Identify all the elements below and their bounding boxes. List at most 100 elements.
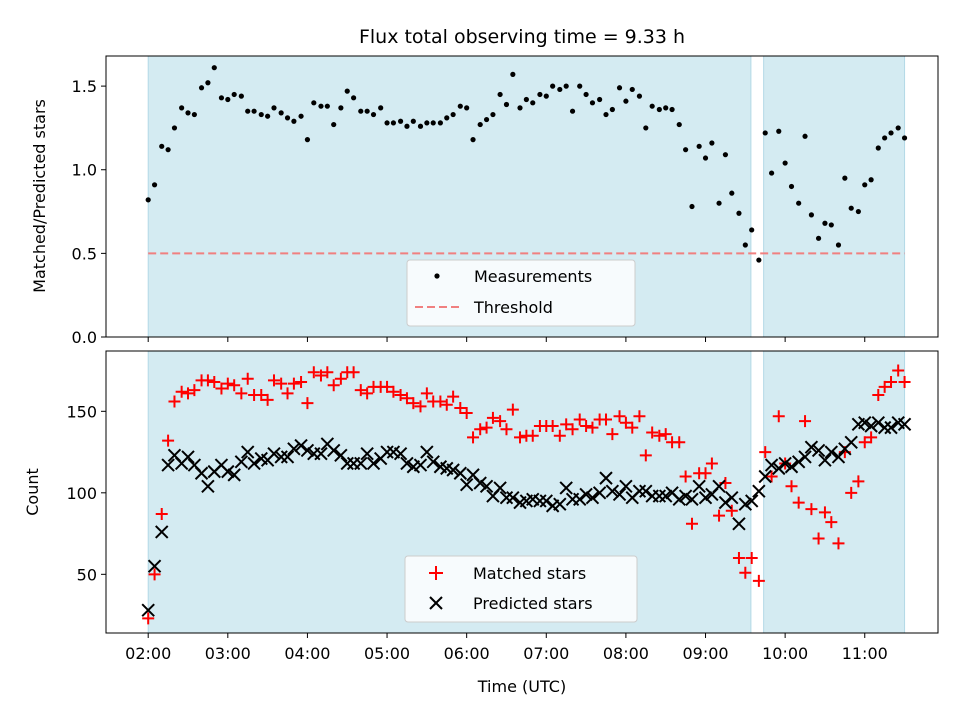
predicted-star-point [824, 445, 839, 459]
matched-star-point [148, 568, 161, 581]
predicted-star-point [354, 456, 368, 471]
measurement-point [497, 91, 503, 98]
measurement-point [530, 100, 536, 106]
chart-title: Flux total observing time = 9.33 h [359, 26, 685, 48]
matched-star-point [599, 413, 612, 426]
x-tick-label: 07:00 [523, 644, 569, 663]
predicted-star-point [326, 443, 341, 458]
matched-star-point [208, 375, 221, 388]
predicted-star-point [280, 450, 295, 464]
measurement-point [245, 108, 251, 114]
matched-star-point [241, 372, 254, 385]
bottom-legend-box [404, 555, 638, 623]
top-y-tick-label: 1.0 [72, 161, 97, 180]
matched-star-point [626, 421, 639, 434]
bottom-y-ticks: 50 100 150 [66, 402, 106, 584]
matched-star-point [892, 364, 905, 377]
matched-star-point [361, 387, 374, 400]
predicted-star-point [678, 489, 693, 503]
measurement-point [796, 200, 802, 206]
predicted-star-point [685, 492, 699, 507]
matched-star-point [858, 436, 871, 449]
predicted-star-point [147, 559, 162, 573]
measurement-point [776, 128, 782, 134]
matched-star-point [739, 566, 752, 579]
matched-star-point [261, 393, 274, 406]
matched-star-point [586, 421, 599, 434]
predicted-star-point [479, 479, 494, 494]
top-y-tick-label: 0.0 [72, 328, 97, 347]
top-y-ticks: 0.0 0.5 1.0 1.5 [72, 77, 106, 347]
bottom-x-ticks: 02:00 03:00 04:00 05:00 06:00 07:00 08:00 09:00… [125, 633, 888, 663]
predicted-star-point [858, 416, 872, 430]
predicted-star-point [884, 420, 898, 435]
predicted-star-point [752, 484, 766, 498]
matched-star-point [526, 429, 539, 442]
matched-star-point [799, 415, 812, 428]
matched-star-point [142, 612, 155, 625]
measurement-point [895, 125, 901, 131]
measurement-point [324, 103, 330, 109]
matched-star-point [420, 387, 433, 400]
measurement-point [338, 105, 344, 111]
measurement-point [749, 227, 755, 233]
measurement-point [742, 242, 748, 248]
predicted-star-point [446, 463, 460, 477]
bottom-plot-frame [105, 350, 939, 634]
matched-star-point [480, 421, 493, 434]
matched-star-point [725, 504, 738, 517]
predicted-star-point [573, 492, 587, 507]
measurement-point [577, 83, 583, 89]
matched-star-point [347, 366, 360, 379]
matched-star-point [699, 467, 712, 480]
measurement-point [258, 111, 264, 118]
measurement-point [882, 135, 888, 141]
legend-matched-marker [429, 566, 443, 580]
predicted-star-point [241, 445, 255, 459]
measurement-point [616, 85, 623, 91]
matched-star-point [878, 380, 891, 393]
measurement-point [225, 96, 231, 103]
predicted-star-point [287, 442, 301, 456]
matched-star-point [732, 552, 745, 565]
measurement-point [370, 111, 377, 118]
matched-star-point [653, 429, 666, 442]
matched-star-point [414, 400, 427, 413]
predicted-star-point [314, 446, 328, 461]
predicted-star-point [738, 497, 753, 511]
matched-star-point [381, 380, 394, 393]
measurement-point [410, 118, 416, 124]
matched-star-point [553, 429, 566, 442]
measurement-point [563, 83, 569, 89]
matched-star-point [494, 415, 507, 428]
measurement-point [470, 137, 476, 143]
measurement-point [835, 242, 842, 248]
matched-star-point [155, 508, 168, 521]
legend-measurements-label: Measurements [474, 267, 592, 286]
measurement-point [424, 120, 430, 126]
measurement-point [609, 106, 615, 113]
predicted-star-point [744, 494, 759, 508]
matched-star-point [486, 411, 499, 424]
matched-star-point [474, 423, 487, 436]
matched-star-point [772, 410, 785, 423]
predicted-star-point [559, 481, 573, 495]
count-panel: 02:00 03:00 04:00 05:00 06:00 07:00 08:00 09:00… [23, 350, 939, 663]
predicted-star-point [612, 487, 627, 502]
matched-star-point [307, 366, 320, 379]
predicted-star-point [632, 484, 647, 498]
predicted-star-point [553, 497, 567, 511]
matched-star-point [301, 397, 314, 410]
matched-star-point [281, 387, 294, 400]
legend-measurements-marker [434, 273, 440, 279]
measurement-point [769, 170, 775, 176]
matched-star-point [440, 398, 453, 411]
matched-star-point [679, 470, 692, 483]
legend-threshold-label: Threshold [473, 298, 553, 317]
measurement-point [828, 222, 834, 228]
matched-star-point [255, 389, 268, 402]
measurement-point [656, 106, 662, 113]
measurement-point [842, 175, 848, 181]
predicted-star-point [764, 458, 779, 472]
measurement-point [265, 113, 271, 119]
